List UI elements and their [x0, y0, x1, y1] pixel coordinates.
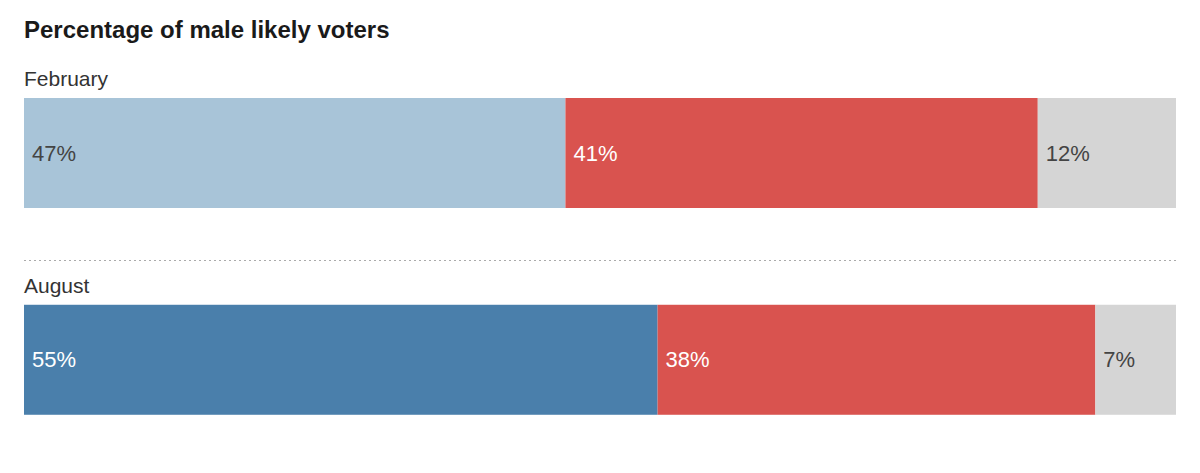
chart: Percentage of male likely voters February…: [0, 0, 1200, 473]
bar-segment: [24, 305, 658, 415]
separators: [24, 260, 1176, 261]
data-labels: 47% 41% 12% 55% 38% 7%: [32, 141, 1135, 373]
category-label: August: [24, 274, 90, 297]
data-label: 41%: [573, 141, 617, 166]
bar-segment: [24, 98, 565, 208]
bar-segment: [1038, 98, 1176, 208]
data-label: 38%: [666, 347, 710, 372]
category-label: February: [24, 67, 109, 90]
data-label: 55%: [32, 347, 76, 372]
row-separator: [24, 260, 1176, 261]
data-label: 12%: [1046, 141, 1090, 166]
bar-segment: [565, 98, 1037, 208]
data-label: 47%: [32, 141, 76, 166]
bar-segment: [1095, 305, 1176, 415]
bars: [24, 98, 1176, 415]
title: Percentage of male likely voters: [24, 16, 390, 43]
bar-segment: [658, 305, 1096, 415]
data-label: 7%: [1103, 347, 1135, 372]
